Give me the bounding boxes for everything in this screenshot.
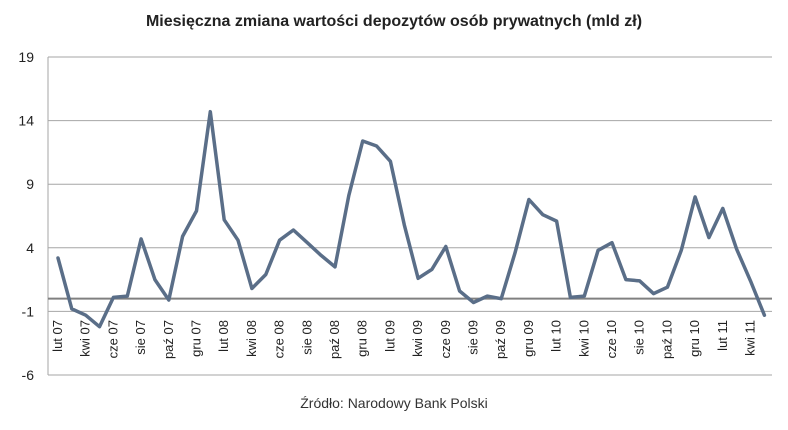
x-tick-label: gru 10 bbox=[687, 320, 702, 357]
x-tick-label: kwi 10 bbox=[576, 320, 591, 357]
chart-source: Źródło: Narodowy Bank Polski bbox=[300, 395, 488, 411]
x-tick-label: lut 09 bbox=[382, 320, 397, 352]
x-tick-label: sie 09 bbox=[466, 320, 481, 355]
x-tick-label: lut 11 bbox=[715, 320, 730, 351]
x-tick-label: paź 10 bbox=[659, 320, 674, 359]
series-layer bbox=[56, 109, 767, 329]
x-tick-label: kwi 08 bbox=[244, 320, 259, 357]
x-tick-label: gru 08 bbox=[355, 320, 370, 357]
x-tick-label: kwi 11 bbox=[743, 320, 758, 356]
x-tick-label: cze 08 bbox=[272, 320, 287, 358]
x-tick-label: gru 07 bbox=[189, 320, 204, 357]
series-line bbox=[56, 109, 767, 329]
x-tick-label: sie 10 bbox=[632, 320, 647, 355]
y-tick-label: 19 bbox=[18, 49, 34, 65]
x-tick-label: cze 09 bbox=[438, 320, 453, 358]
x-tick-label: sie 07 bbox=[133, 320, 148, 355]
x-tick-label: cze 07 bbox=[105, 320, 120, 358]
y-tick-label: 9 bbox=[26, 176, 34, 192]
x-tick-label: kwi 09 bbox=[410, 320, 425, 357]
x-axis-ticks: lut 07 kwi 07 cze 07 sie 07 paź 07 gru 07 lut … bbox=[50, 320, 758, 359]
x-tick-label: paź 08 bbox=[327, 320, 342, 359]
y-axis-ticks: 19 14 9 4 -1 -6 bbox=[18, 49, 34, 383]
y-tick-label: 4 bbox=[26, 240, 34, 256]
chart-title: Miesięczna zmiana wartości depozytów osó… bbox=[145, 13, 643, 30]
x-tick-label: lut 07 bbox=[50, 320, 65, 352]
x-tick-label: kwi 07 bbox=[78, 320, 93, 357]
x-tick-label: lut 10 bbox=[549, 320, 564, 352]
y-tick-label: -1 bbox=[22, 303, 35, 319]
x-tick-label: sie 08 bbox=[299, 320, 314, 355]
y-tick-label: 14 bbox=[18, 113, 34, 129]
x-tick-label: gru 09 bbox=[521, 320, 536, 357]
x-tick-label: lut 08 bbox=[216, 320, 231, 352]
x-tick-label: paź 09 bbox=[493, 320, 508, 359]
y-tick-label: -6 bbox=[22, 367, 35, 383]
x-tick-label: paź 07 bbox=[161, 320, 176, 359]
x-tick-label: cze 10 bbox=[604, 320, 619, 358]
